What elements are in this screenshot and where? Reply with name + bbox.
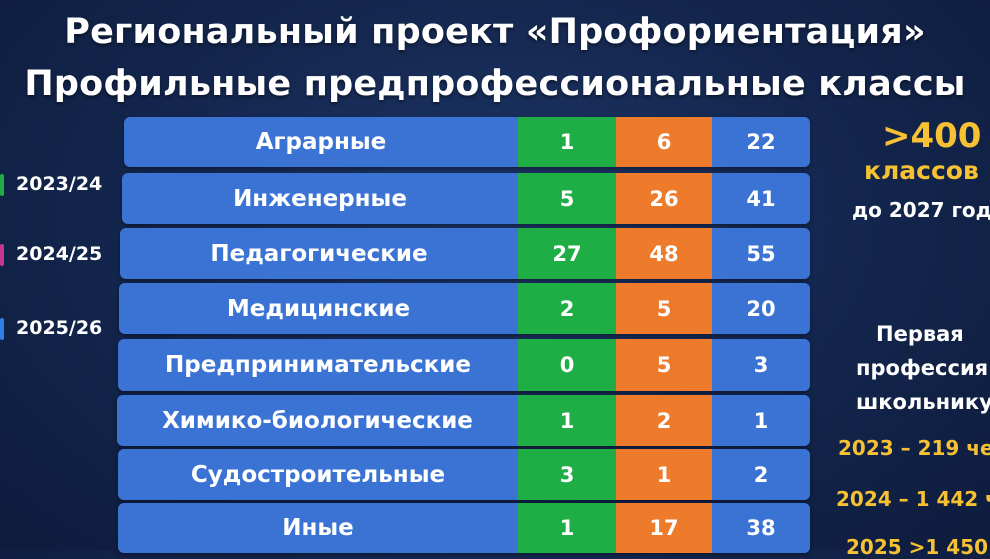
cell-2023: 27 bbox=[518, 228, 616, 279]
row-label: Предпринимательские bbox=[165, 352, 471, 378]
year-marker-2025 bbox=[0, 318, 4, 340]
row-label: Иные bbox=[282, 515, 354, 541]
cell-2025: 41 bbox=[712, 173, 810, 224]
cell-2025: 55 bbox=[712, 228, 810, 279]
stat-2024: 2024 – 1 442 ч bbox=[836, 487, 990, 511]
year-marker-2023 bbox=[0, 174, 4, 196]
cell-2024: 5 bbox=[616, 339, 712, 391]
target-note: до 2027 год bbox=[852, 198, 990, 222]
first-profession-line1: Первая bbox=[876, 322, 964, 346]
first-profession-line3: школьнику bbox=[856, 390, 990, 414]
page-title: Региональный проект «Профориентация» bbox=[64, 12, 926, 52]
stat-2023: 2023 – 219 чел bbox=[838, 436, 990, 460]
cell-2024: 26 bbox=[616, 173, 712, 224]
cell-2025: 3 bbox=[712, 339, 810, 391]
cell-2024: 2 bbox=[616, 395, 712, 446]
cell-2025: 1 bbox=[712, 395, 810, 446]
cell-2024: 17 bbox=[616, 503, 712, 553]
cell-2025: 22 bbox=[712, 117, 810, 167]
first-profession-line2: профессия bbox=[856, 356, 989, 380]
cell-2023: 0 bbox=[518, 339, 616, 391]
target-unit: классов bbox=[864, 156, 979, 185]
cell-2024: 48 bbox=[616, 228, 712, 279]
cell-2024: 5 bbox=[616, 283, 712, 334]
target-number: >400 bbox=[882, 116, 982, 156]
cell-2023: 1 bbox=[518, 503, 616, 553]
cell-2023: 5 bbox=[518, 173, 616, 224]
row-label: Аграрные bbox=[255, 129, 387, 155]
table-row: Педагогические 27 48 55 bbox=[120, 228, 810, 279]
table-row: Химико-биологические 1 2 1 bbox=[117, 395, 810, 446]
cell-2025: 2 bbox=[712, 449, 810, 500]
cell-2025: 38 bbox=[712, 503, 810, 553]
table-row: Предпринимательские 0 5 3 bbox=[118, 339, 810, 391]
cell-2024: 1 bbox=[616, 449, 712, 500]
row-label: Медицинские bbox=[226, 295, 411, 322]
year-marker-2024 bbox=[0, 244, 4, 266]
table-row: Инженерные 5 26 41 bbox=[122, 173, 810, 224]
row-label: Судостроительные bbox=[190, 461, 446, 488]
cell-2023: 3 bbox=[518, 449, 616, 500]
cell-2025: 20 bbox=[712, 283, 810, 334]
table-row: Иные 1 17 38 bbox=[118, 503, 810, 553]
page-subtitle: Профильные предпрофессиональные классы bbox=[24, 64, 966, 104]
cell-2023: 1 bbox=[518, 117, 616, 167]
stat-2025: 2025 >1 450 ч bbox=[846, 535, 990, 559]
table-row: Медицинские 2 5 20 bbox=[119, 283, 810, 334]
year-label-2023: 2023/24 bbox=[16, 173, 103, 195]
row-label: Инженерные bbox=[233, 185, 407, 212]
row-label: Педагогические bbox=[210, 240, 428, 267]
cell-2024: 6 bbox=[616, 117, 712, 167]
row-label: Химико-биологические bbox=[162, 407, 473, 434]
table-row: Судостроительные 3 1 2 bbox=[118, 449, 810, 500]
cell-2023: 1 bbox=[518, 395, 616, 446]
year-label-2024: 2024/25 bbox=[16, 243, 103, 265]
table-row: Аграрные 1 6 22 bbox=[124, 117, 810, 167]
year-label-2025: 2025/26 bbox=[16, 317, 103, 339]
cell-2023: 2 bbox=[518, 283, 616, 334]
